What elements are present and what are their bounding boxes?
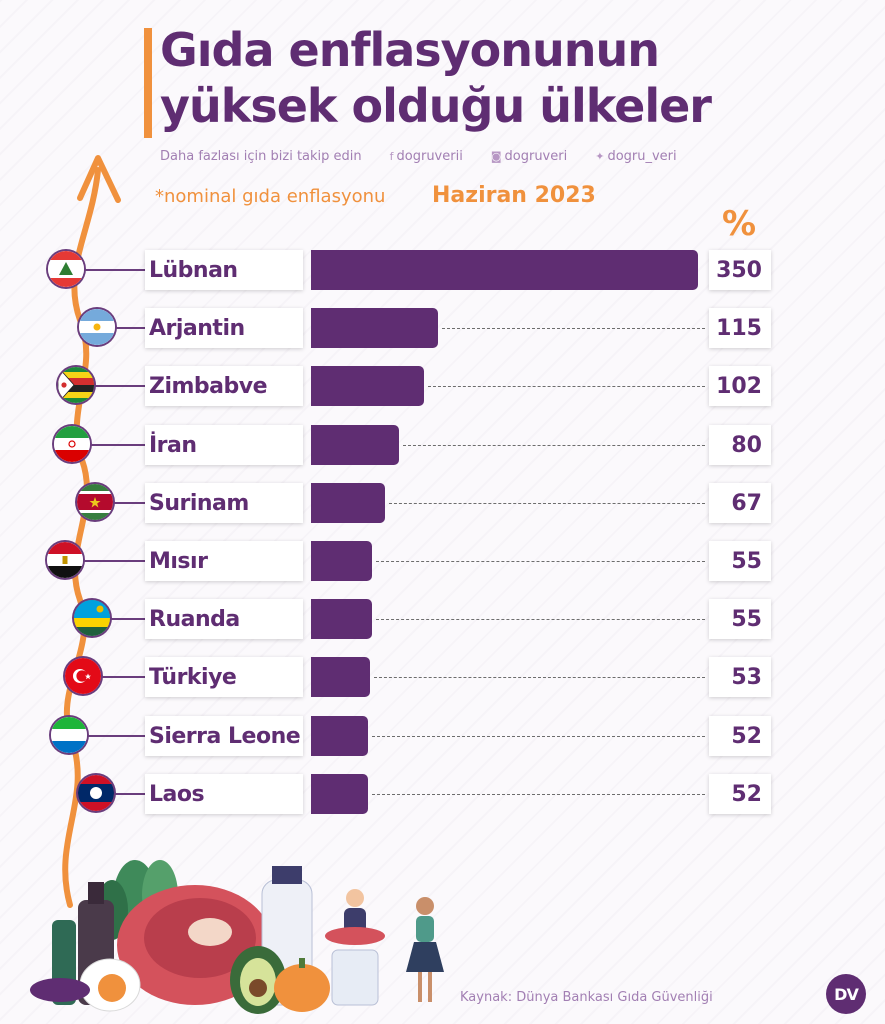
brand-logo[interactable]: DV xyxy=(826,974,866,1014)
value-label: 52 xyxy=(709,774,771,814)
category-label: Arjantin xyxy=(145,308,303,348)
instagram-handle[interactable]: ◙ dogruveri xyxy=(491,149,567,164)
turkey-flag-icon xyxy=(65,658,101,694)
laos-flag-icon xyxy=(78,775,114,811)
subtitle-note: *nominal gıda enflasyonu xyxy=(155,186,386,207)
period-label: Haziran 2023 xyxy=(432,183,596,208)
value-label: 115 xyxy=(709,308,771,348)
bar-row: Laos 52 xyxy=(0,774,885,818)
bar-laos xyxy=(311,774,369,814)
suriname-flag-icon xyxy=(77,484,113,520)
flag-connector xyxy=(94,385,145,387)
flag-connector xyxy=(90,444,145,446)
source-note: Kaynak: Dünya Bankası Gıda Güvenliği xyxy=(460,990,713,1005)
avocado-icon xyxy=(230,946,286,1014)
leader-line xyxy=(375,561,705,562)
title-line-2: yüksek olduğu ülkeler xyxy=(160,79,712,133)
bar-arjantin xyxy=(311,308,439,348)
bar-row: Zimbabve 102 xyxy=(0,366,885,410)
bar-row: Sierra Leone 52 xyxy=(0,716,885,760)
bar-ruanda xyxy=(311,599,372,639)
bar-row: Türkiye 53 xyxy=(0,657,885,701)
bar-row: Mısır 55 xyxy=(0,541,885,585)
value-label: 55 xyxy=(709,599,771,639)
flag-connector xyxy=(113,502,145,504)
facebook-handle[interactable]: f dogruverii xyxy=(390,149,463,164)
bar-surinam xyxy=(311,483,386,523)
value-label: 52 xyxy=(709,716,771,756)
value-label: 53 xyxy=(709,657,771,697)
follow-text: Daha fazlası için bizi takip edin xyxy=(160,149,362,164)
value-label: 80 xyxy=(709,425,771,465)
title-accent-bar xyxy=(144,28,152,138)
leader-line xyxy=(403,445,705,446)
eggplant-icon xyxy=(30,978,90,1002)
zimbabwe-flag-icon xyxy=(58,367,94,403)
flag-connector xyxy=(84,269,145,271)
flag-connector xyxy=(114,793,145,795)
leader-line xyxy=(389,503,705,504)
bar-i-ran xyxy=(311,425,400,465)
flag-connector xyxy=(115,327,145,329)
bar-row: Arjantin 115 xyxy=(0,308,885,352)
egg-icon xyxy=(79,958,141,1012)
category-label: Mısır xyxy=(145,541,303,581)
flag-connector xyxy=(110,618,145,620)
flag-connector xyxy=(87,735,145,737)
flag-connector xyxy=(101,676,145,678)
flag-connector xyxy=(83,560,145,562)
argentina-flag-icon xyxy=(79,309,115,345)
twitter-icon: ✦ xyxy=(595,150,605,163)
bar-l-bnan xyxy=(311,250,698,290)
category-label: Laos xyxy=(145,774,303,814)
category-label: Türkiye xyxy=(145,657,303,697)
person-yoga-icon xyxy=(325,889,385,1006)
bar-t-rkiye xyxy=(311,657,370,697)
follow-line: Daha fazlası için bizi takip edin f dogr… xyxy=(160,149,677,164)
leader-line xyxy=(427,386,705,387)
twitter-handle[interactable]: ✦ dogru_veri xyxy=(595,149,676,164)
person-standing-icon xyxy=(406,897,444,1002)
food-illustration xyxy=(30,860,444,1014)
leader-line xyxy=(372,794,705,795)
bar-sierra-leone xyxy=(311,716,369,756)
leader-line xyxy=(372,736,705,737)
value-label: 350 xyxy=(709,250,771,290)
value-label: 67 xyxy=(709,483,771,523)
bar-row: Ruanda 55 xyxy=(0,599,885,643)
facebook-handle-text: dogruverii xyxy=(396,149,463,164)
bar-row: Surinam 67 xyxy=(0,483,885,527)
unit-label: % xyxy=(722,204,757,244)
category-label: Sierra Leone xyxy=(145,716,303,756)
twitter-handle-text: dogru_veri xyxy=(607,149,677,164)
instagram-icon: ◙ xyxy=(490,150,502,163)
bar-row: Lübnan 350 xyxy=(0,250,885,294)
egypt-flag-icon xyxy=(47,542,83,578)
category-label: Lübnan xyxy=(145,250,303,290)
leader-line xyxy=(375,619,705,620)
value-label: 55 xyxy=(709,541,771,581)
page-title: Gıda enflasyonunun yüksek olduğu ülkeler xyxy=(160,22,712,134)
category-label: Zimbabve xyxy=(145,366,303,406)
instagram-handle-text: dogruveri xyxy=(504,149,568,164)
rwanda-flag-icon xyxy=(74,600,110,636)
lebanon-flag-icon xyxy=(48,251,84,287)
facebook-icon: f xyxy=(389,150,394,163)
bar-zimbabve xyxy=(311,366,424,406)
sierra-leone-flag-icon xyxy=(51,717,87,753)
bar-row: İran 80 xyxy=(0,425,885,469)
category-label: İran xyxy=(145,425,303,465)
leader-line xyxy=(442,328,705,329)
leader-line xyxy=(373,677,705,678)
title-line-1: Gıda enflasyonunun xyxy=(160,23,660,77)
category-label: Surinam xyxy=(145,483,303,523)
value-label: 102 xyxy=(709,366,771,406)
bar-m-s-r xyxy=(311,541,372,581)
iran-flag-icon xyxy=(54,426,90,462)
pumpkin-icon xyxy=(274,958,330,1012)
category-label: Ruanda xyxy=(145,599,303,639)
